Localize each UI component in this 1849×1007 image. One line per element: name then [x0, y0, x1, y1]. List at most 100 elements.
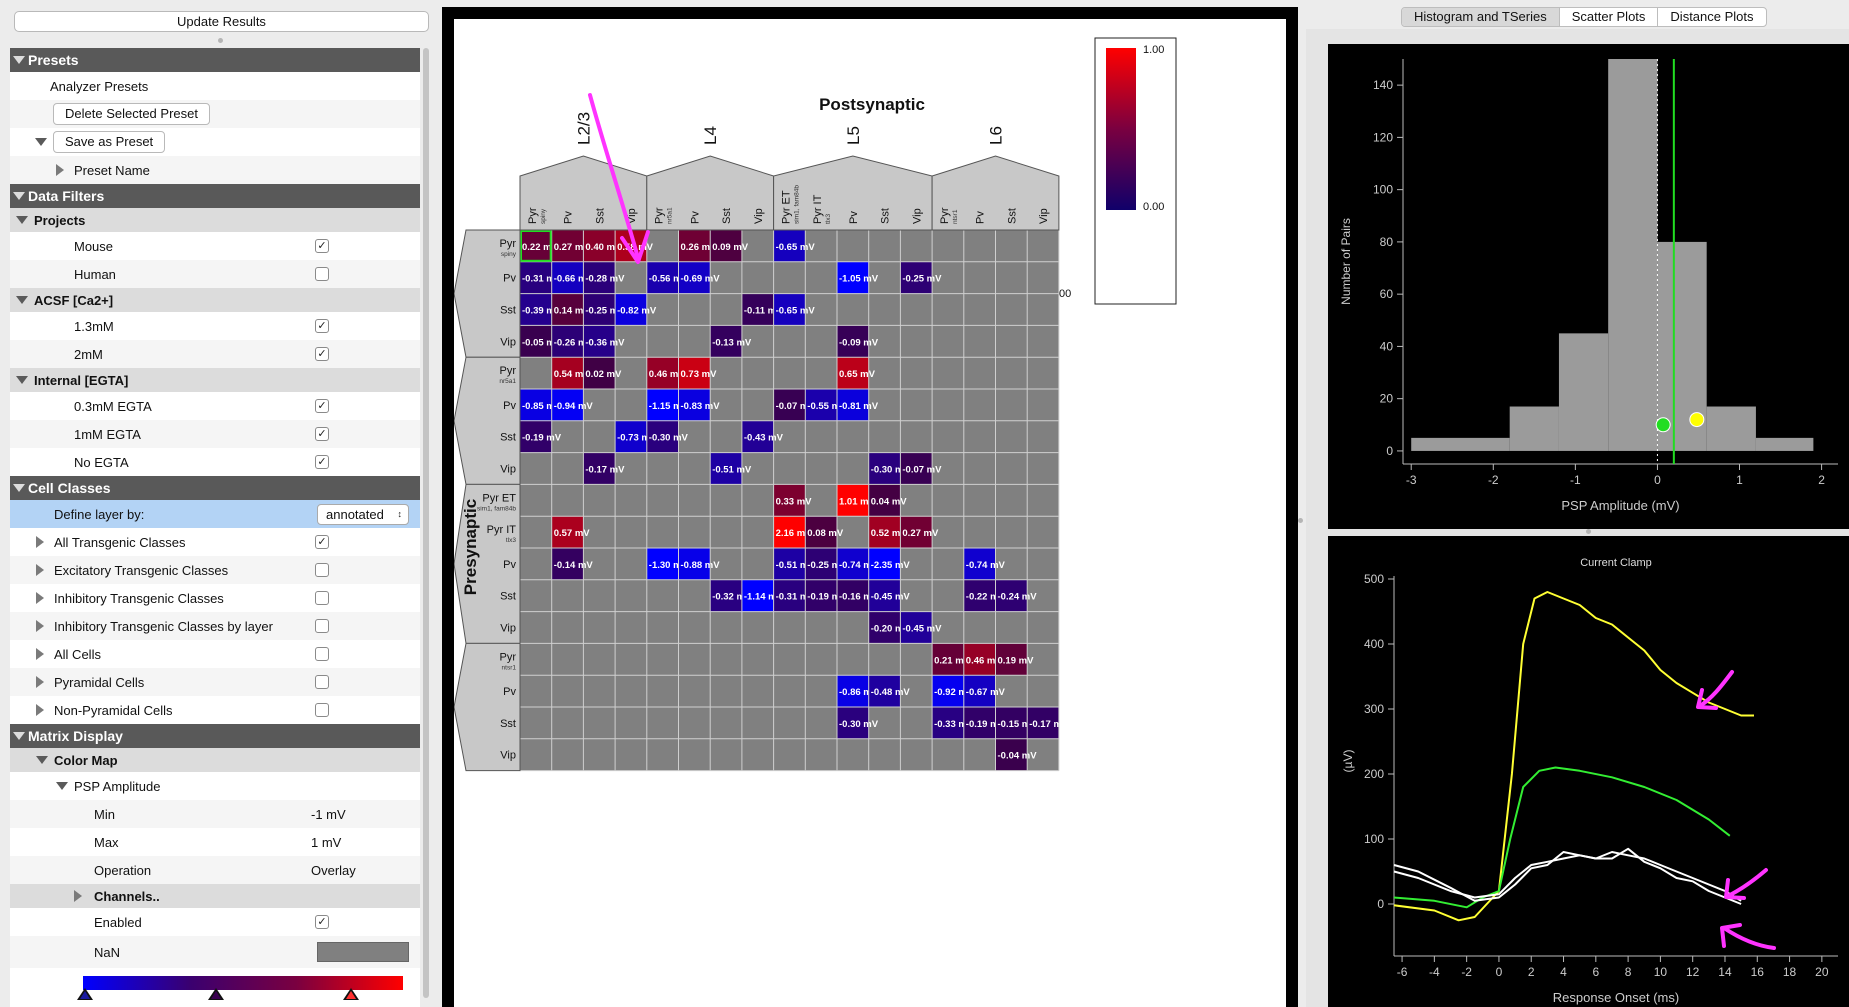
non-pyramidal-cells-checkbox[interactable]	[315, 703, 329, 717]
matrix-cell-value: -0.07 mV	[902, 465, 942, 476]
plot-splitter-handle[interactable]	[1586, 529, 1591, 534]
tree-row-2mm[interactable]: 2mM ✓	[10, 340, 420, 368]
x-axis-label: Response Onset (ms)	[1553, 990, 1679, 1005]
tab-scatter-plots[interactable]: Scatter Plots	[1560, 8, 1659, 26]
expand-down-icon[interactable]	[13, 732, 25, 740]
expand-right-icon[interactable]	[36, 648, 44, 660]
row-type-label: Pyr	[500, 651, 517, 663]
1-3mm-checkbox[interactable]: ✓	[315, 319, 329, 333]
tree-row-excitatory-transgenic-classes[interactable]: Excitatory Transgenic Classes	[10, 556, 420, 584]
expand-down-icon[interactable]	[16, 376, 28, 384]
tree-row-all-transgenic-classes[interactable]: All Transgenic Classes ✓	[10, 528, 420, 556]
max-value[interactable]: 1 mV	[311, 834, 342, 850]
gradient-stop-handle[interactable]	[77, 988, 93, 1000]
expand-down-icon[interactable]	[13, 192, 25, 200]
expand-right-icon[interactable]	[36, 592, 44, 604]
trace-plot[interactable]: Current Clamp -6 -4 -2 0 2 4 6 8 10 12 14 16 18 20 0 100…	[1328, 536, 1849, 1007]
expand-right-icon[interactable]	[56, 164, 64, 176]
tree-row-psp-amplitude[interactable]: PSP Amplitude	[10, 772, 420, 800]
tree-row-pyramidal-cells[interactable]: Pyramidal Cells	[10, 668, 420, 696]
no-egta-checkbox[interactable]: ✓	[315, 455, 329, 469]
expand-down-icon[interactable]	[13, 484, 25, 492]
tab-histogram-tseries[interactable]: Histogram and TSeries	[1402, 8, 1560, 26]
tree-row-inhibitory-transgenic-classes-by-layer[interactable]: Inhibitory Transgenic Classes by layer	[10, 612, 420, 640]
tree-row-inhibitory-transgenic-classes[interactable]: Inhibitory Transgenic Classes	[10, 584, 420, 612]
expand-down-icon[interactable]	[16, 296, 28, 304]
tree-row-non-pyramidal-cells[interactable]: Non-Pyramidal Cells	[10, 696, 420, 724]
tab-distance-plots[interactable]: Distance Plots	[1670, 9, 1754, 24]
row-type-label: Pyr IT	[487, 524, 517, 536]
tree-row-acsf-ca2[interactable]: ACSF [Ca2+]	[10, 288, 420, 312]
connectivity-matrix[interactable]: 0.22 mV0.27 mV0.40 mV0.58 mV 0.26 mV0.09 …	[393, 19, 1286, 1007]
tree-row-all-cells[interactable]: All Cells	[10, 640, 420, 668]
panel-splitter-handle[interactable]	[1298, 518, 1303, 523]
matrix-cell-value: -0.48 mV	[871, 687, 911, 698]
all-cells-checkbox[interactable]	[315, 647, 329, 661]
update-results-button[interactable]: Update Results	[14, 11, 429, 32]
expand-down-icon[interactable]	[16, 216, 28, 224]
expand-down-icon[interactable]	[36, 756, 48, 764]
2mm-checkbox[interactable]: ✓	[315, 347, 329, 361]
pyramidal-cells-checkbox[interactable]	[315, 675, 329, 689]
define-layer-select[interactable]: annotated ↕	[317, 503, 409, 525]
delete-selected-preset-button[interactable]: Delete Selected Preset	[53, 103, 210, 125]
tree-row-color-map[interactable]: Color Map	[10, 748, 420, 772]
expand-right-icon[interactable]	[36, 564, 44, 576]
tree-row-1mm-egta[interactable]: 1mM EGTA ✓	[10, 420, 420, 448]
splitter-handle[interactable]	[218, 38, 223, 43]
matrix-cell-value: -1.30 mV	[649, 560, 689, 571]
human-checkbox[interactable]	[315, 267, 329, 281]
expand-right-icon[interactable]	[36, 676, 44, 688]
tree-row-projects[interactable]: Projects	[10, 208, 420, 232]
matrix-cell-value: -0.65 mV	[776, 242, 816, 253]
matrix-cell-value: 0.21 mV	[934, 655, 971, 666]
expand-right-icon[interactable]	[36, 620, 44, 632]
enabled-checkbox[interactable]: ✓	[315, 915, 329, 929]
matrix-cell-value: 0.65 mV	[839, 369, 876, 380]
tree-row-0-3mm-egta[interactable]: 0.3mM EGTA ✓	[10, 392, 420, 420]
tree-row-define-layer-by[interactable]: Define layer by: annotated ↕	[10, 500, 420, 528]
mouse-checkbox[interactable]: ✓	[315, 239, 329, 253]
expand-down-icon[interactable]	[35, 138, 47, 146]
column-layer-label: L4	[701, 126, 720, 145]
tree-row-1-3mm[interactable]: 1.3mM ✓	[10, 312, 420, 340]
scrollbar-thumb[interactable]	[423, 48, 429, 998]
expand-right-icon[interactable]	[36, 704, 44, 716]
tree-row-internal-egta[interactable]: Internal [EGTA]	[10, 368, 420, 392]
tree-row-preset-name[interactable]: Preset Name	[10, 156, 420, 184]
tree-row-save-as-preset[interactable]: Save as Preset	[10, 128, 420, 156]
expand-down-icon[interactable]	[56, 782, 68, 790]
0-3mm-egta-checkbox[interactable]: ✓	[315, 399, 329, 413]
operation-value[interactable]: Overlay	[311, 862, 356, 878]
matrix-cell-value: -0.88 mV	[681, 560, 721, 571]
nan-color-swatch[interactable]	[317, 942, 409, 962]
expand-right-icon[interactable]	[74, 890, 82, 902]
tree-row-cell-classes[interactable]: Cell Classes	[10, 476, 420, 500]
expand-down-icon[interactable]	[13, 56, 25, 64]
matrix-cell	[646, 548, 679, 580]
min-value[interactable]: -1 mV	[311, 806, 346, 822]
tree-row-matrix-display[interactable]: Matrix Display	[10, 724, 420, 748]
tree-row-data-filters[interactable]: Data Filters	[10, 184, 420, 208]
tree-row-mouse[interactable]: Mouse ✓	[10, 232, 420, 260]
gradient-stop-handle[interactable]	[343, 988, 359, 1000]
tree-row-presets[interactable]: Presets	[10, 48, 420, 72]
colormap-gradient[interactable]	[83, 976, 403, 990]
tree-row-enabled[interactable]: Enabled ✓	[10, 908, 420, 936]
gradient-stop-handle[interactable]	[208, 988, 224, 1000]
parameter-tree-scrollbar[interactable]	[422, 48, 430, 998]
expand-right-icon[interactable]	[36, 536, 44, 548]
excitatory-transgenic-classes-checkbox[interactable]	[315, 563, 329, 577]
tree-row-channels[interactable]: Channels..	[10, 884, 420, 908]
1mm-egta-checkbox[interactable]: ✓	[315, 427, 329, 441]
inhibitory-transgenic-classes-by-layer-label: Inhibitory Transgenic Classes by layer	[54, 618, 273, 634]
tree-row-human[interactable]: Human	[10, 260, 420, 288]
inhibitory-transgenic-classes-checkbox[interactable]	[315, 591, 329, 605]
tree-row-no-egta[interactable]: No EGTA ✓	[10, 448, 420, 476]
inhibitory-transgenic-classes-by-layer-checkbox[interactable]	[315, 619, 329, 633]
save-as-preset-button[interactable]: Save as Preset	[53, 131, 166, 153]
all-transgenic-classes-checkbox[interactable]: ✓	[315, 535, 329, 549]
histogram-plot[interactable]: -3 -2 -1 0 1 2 0 20 40 60 80 100 120 140 PSP Amplitude…	[1328, 44, 1849, 529]
current-clamp-chart[interactable]: Current Clamp-6 -4 -2 0 2 4 6 8 10 12 14 16 18 200100…	[1328, 536, 1849, 1007]
